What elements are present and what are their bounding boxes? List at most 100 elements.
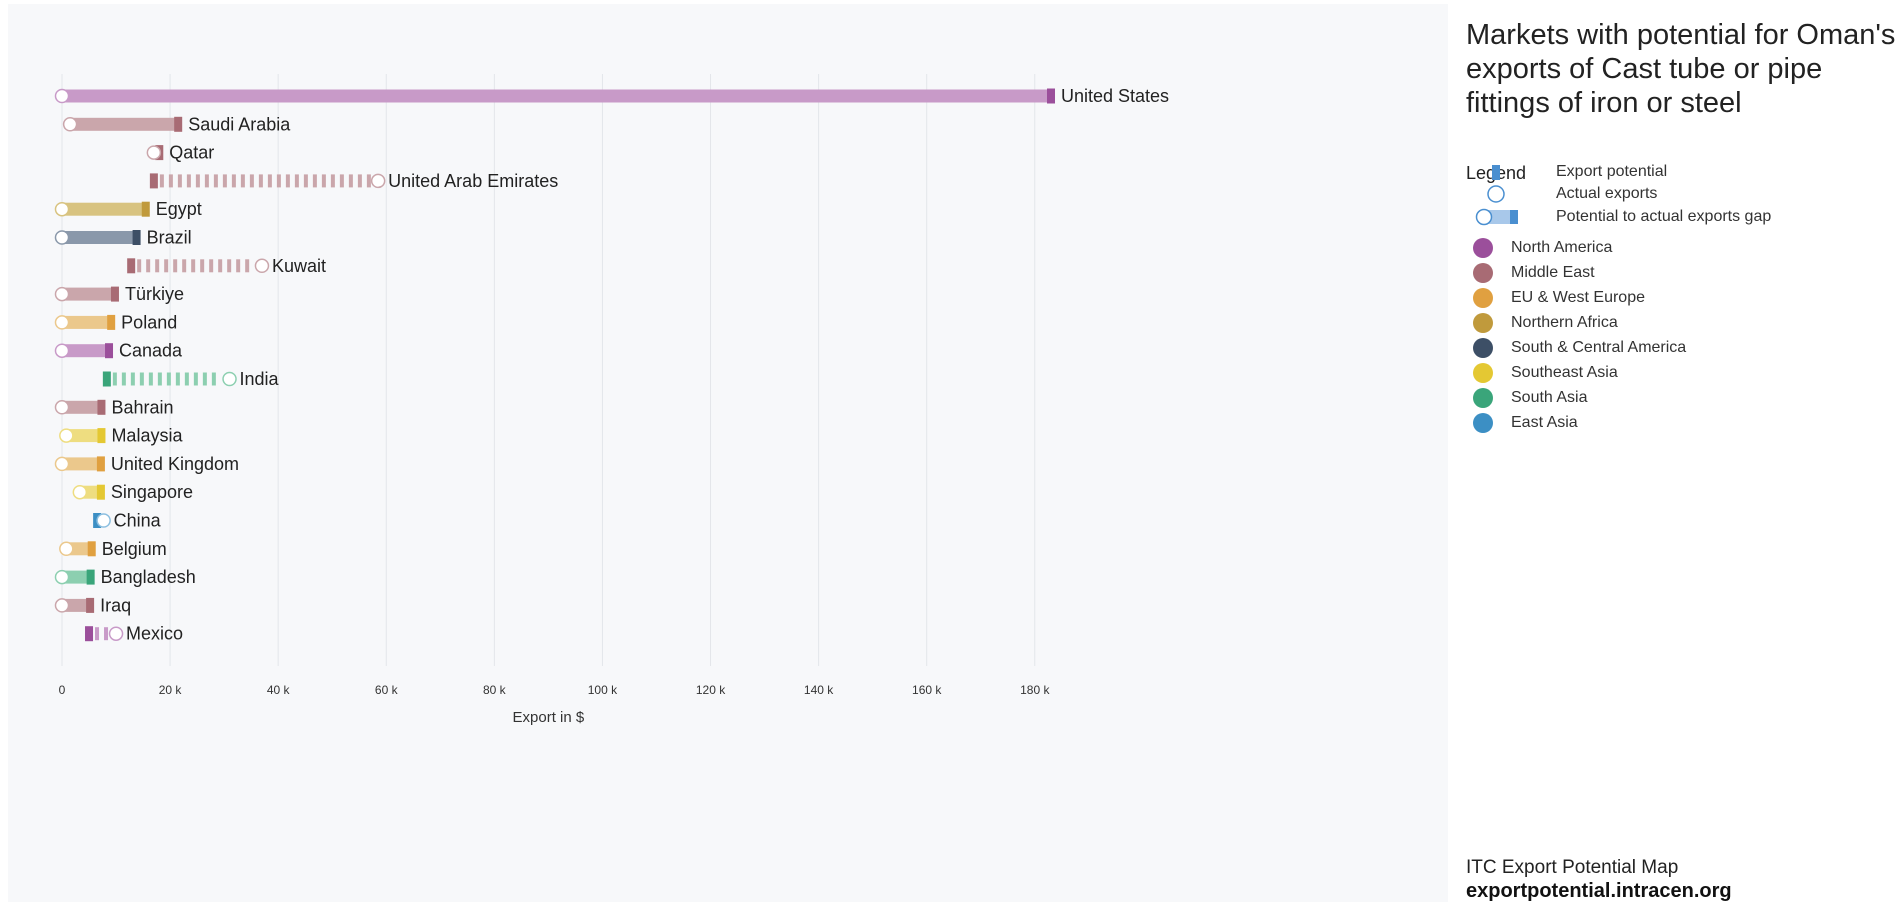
gap-segment-10-3 <box>139 372 144 386</box>
actual-marker-18 <box>54 598 70 613</box>
country-label-1: Saudi Arabia <box>188 114 291 134</box>
legend-region-label: South Asia <box>1511 389 1588 406</box>
gap-segment-10-11 <box>211 372 216 386</box>
gap-segment-6-2 <box>155 259 160 273</box>
gap-segment-3-1 <box>168 174 173 188</box>
country-label-15: China <box>114 511 162 531</box>
chart-title: Markets with potential for Oman's export… <box>1466 19 1896 119</box>
gap-segment-10-9 <box>193 372 198 386</box>
actual-marker-0 <box>54 88 70 104</box>
legend-region-east-asia: East Asia <box>1466 412 1578 434</box>
actual-marker-1 <box>62 117 78 132</box>
actual-marker-7 <box>54 286 70 302</box>
gap-segment-3-0 <box>159 174 164 188</box>
x-tick-label-3: 60 k <box>375 683 399 697</box>
gap-segment-6-8 <box>209 259 214 273</box>
potential-marker-18 <box>86 597 95 613</box>
x-tick-label-9: 180 k <box>1020 683 1050 697</box>
potential-marker-14 <box>96 484 105 500</box>
actual-marker-19 <box>108 626 124 641</box>
gap-segment-10-5 <box>157 372 162 386</box>
potential-marker-19 <box>85 626 94 642</box>
legend-export-potential: Export potential <box>1466 161 1667 183</box>
actual-marker-14 <box>72 484 88 500</box>
potential-marker-4 <box>141 201 150 217</box>
gap-segment-10-6 <box>166 372 171 386</box>
export-potential-icon <box>1466 161 1556 183</box>
potential-marker-10 <box>102 371 111 387</box>
x-tick-label-0: 0 <box>59 683 66 697</box>
actual-marker-9 <box>54 343 70 358</box>
country-label-5: Brazil <box>147 228 192 248</box>
gap-bar-5 <box>62 231 137 244</box>
gap-bar-8 <box>62 315 112 329</box>
x-tick-label-7: 140 k <box>804 683 834 697</box>
actual-marker-6 <box>254 258 270 274</box>
country-label-10: India <box>240 369 280 389</box>
country-label-18: Iraq <box>100 595 131 615</box>
gap-bar-11 <box>62 400 102 414</box>
gap-bar-0 <box>62 89 1051 103</box>
x-tick-label-5: 100 k <box>588 683 618 697</box>
legend-actual-exports-label: Actual exports <box>1556 185 1658 202</box>
country-label-3: United Arab Emirates <box>388 171 558 191</box>
legend-region-middle-east: Middle East <box>1466 262 1595 284</box>
south-asia-dot <box>1473 388 1493 408</box>
potential-marker-13 <box>96 456 105 472</box>
northern-africa-dot <box>1473 313 1493 333</box>
country-label-11: Bahrain <box>111 397 173 417</box>
country-label-13: United Kingdom <box>111 454 239 474</box>
actual-marker-16 <box>59 541 74 557</box>
gap-segment-10-10 <box>202 372 207 386</box>
actual-marker-10 <box>222 371 237 387</box>
x-tick-label-8: 160 k <box>912 683 942 697</box>
potential-marker-6 <box>127 258 136 274</box>
source-url[interactable]: exportpotential.intracen.org <box>1466 880 1732 902</box>
legend-region-northern-africa: Northern Africa <box>1466 312 1618 334</box>
potential-marker-9 <box>105 343 114 359</box>
actual-marker-13 <box>54 456 70 472</box>
potential-marker-1 <box>174 116 183 132</box>
gap-segment-3-11 <box>258 174 263 188</box>
gap-segment-10-7 <box>175 372 180 386</box>
gap-segment-3-15 <box>294 174 299 188</box>
gap-segment-3-19 <box>330 174 335 188</box>
gap-segment-6-12 <box>245 259 250 273</box>
legend-region-eu-west-europe: EU & West Europe <box>1466 287 1645 309</box>
legend-gap-label: Potential to actual exports gap <box>1556 208 1772 225</box>
gap-segment-3-2 <box>177 174 182 188</box>
country-label-2: Qatar <box>169 143 214 163</box>
legend-actual-exports: Actual exports <box>1466 183 1657 205</box>
gap-segment-6-1 <box>146 259 151 273</box>
legend-region-south-central-america: South & Central America <box>1466 337 1686 359</box>
potential-marker-0 <box>1047 88 1055 104</box>
gap-segment-6-0 <box>137 259 142 273</box>
country-label-6: Kuwait <box>272 256 326 276</box>
legend-export-potential-label: Export potential <box>1556 163 1668 180</box>
legend-region-south-asia: South Asia <box>1466 387 1588 409</box>
legend-gap: Potential to actual exports gap <box>1466 206 1771 228</box>
south-central-america-dot <box>1473 338 1493 358</box>
country-label-0: United States <box>1061 86 1169 106</box>
gap-segment-3-3 <box>186 174 191 188</box>
side-panel: Markets with potential for Oman's export… <box>1448 0 1903 906</box>
gap-segment-3-7 <box>222 174 227 188</box>
actual-marker-4 <box>54 201 70 217</box>
legend-region-label: South & Central America <box>1511 339 1687 356</box>
gap-segment-3-17 <box>312 174 317 188</box>
plot-panel: 0 20 k 40 k 60 k 80 k 100 k 120 k 140 k 160 k 180… <box>8 4 1448 902</box>
actual-marker-3 <box>370 173 386 189</box>
country-label-14: Singapore <box>111 482 193 502</box>
gap-segment-6-5 <box>182 259 187 273</box>
gap-segment-3-12 <box>267 174 272 188</box>
gap-segment-6-7 <box>200 259 205 273</box>
gap-segment-3-23 <box>366 174 371 188</box>
potential-marker-7 <box>110 286 119 302</box>
legend-region-label: East Asia <box>1511 414 1578 431</box>
gap-segment-10-4 <box>148 372 153 386</box>
legend-region-southeast-asia: Southeast Asia <box>1466 362 1618 384</box>
gap-bar-12 <box>66 429 102 443</box>
gap-segment-19-1 <box>104 627 109 641</box>
gap-segment-6-9 <box>218 259 223 273</box>
actual-exports-icon <box>1466 183 1556 205</box>
